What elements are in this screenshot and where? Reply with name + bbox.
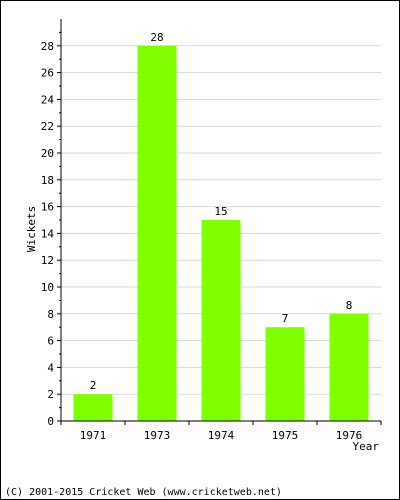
x-tick-label: 1974 bbox=[208, 429, 235, 442]
y-tick-label: 12 bbox=[41, 254, 54, 267]
y-tick-label: 10 bbox=[41, 281, 54, 294]
copyright-footer: (C) 2001-2015 Cricket Web (www.cricketwe… bbox=[5, 487, 282, 498]
data-label: 8 bbox=[346, 299, 353, 312]
bar bbox=[73, 394, 113, 421]
y-tick-label: 2 bbox=[47, 388, 54, 401]
bars bbox=[73, 45, 369, 422]
x-tick-label: 1976 bbox=[336, 429, 363, 442]
x-tick-label: 1975 bbox=[272, 429, 299, 442]
bar bbox=[329, 313, 369, 421]
y-tick-label: 4 bbox=[47, 361, 54, 374]
y-tick-label: 26 bbox=[41, 67, 54, 80]
bar bbox=[265, 327, 305, 421]
x-axis-label: Year bbox=[353, 440, 380, 453]
data-label: 15 bbox=[214, 205, 227, 218]
y-tick-label: 16 bbox=[41, 201, 54, 214]
y-tick-label: 0 bbox=[47, 415, 54, 428]
y-tick-label: 28 bbox=[41, 40, 54, 53]
y-tick-label: 6 bbox=[47, 335, 54, 348]
y-tick-label: 18 bbox=[41, 174, 54, 187]
x-tick-label: 1971 bbox=[80, 429, 107, 442]
data-label: 28 bbox=[150, 31, 163, 44]
y-tick-label: 22 bbox=[41, 120, 54, 133]
y-tick-label: 24 bbox=[41, 93, 55, 106]
y-tick-label: 8 bbox=[47, 308, 54, 321]
y-tick-label: 14 bbox=[41, 227, 55, 240]
y-axis-label: Wickets bbox=[25, 206, 38, 252]
wickets-bar-chart: 0246810121416182022242628219712819731519… bbox=[25, 19, 382, 453]
y-tick-label: 20 bbox=[41, 147, 54, 160]
bar bbox=[201, 220, 241, 421]
bar bbox=[137, 45, 177, 422]
data-label: 2 bbox=[90, 379, 97, 392]
axes bbox=[57, 19, 382, 425]
labels: 0246810121416182022242628219712819731519… bbox=[41, 31, 363, 442]
x-tick-label: 1973 bbox=[144, 429, 171, 442]
data-label: 7 bbox=[282, 312, 289, 325]
